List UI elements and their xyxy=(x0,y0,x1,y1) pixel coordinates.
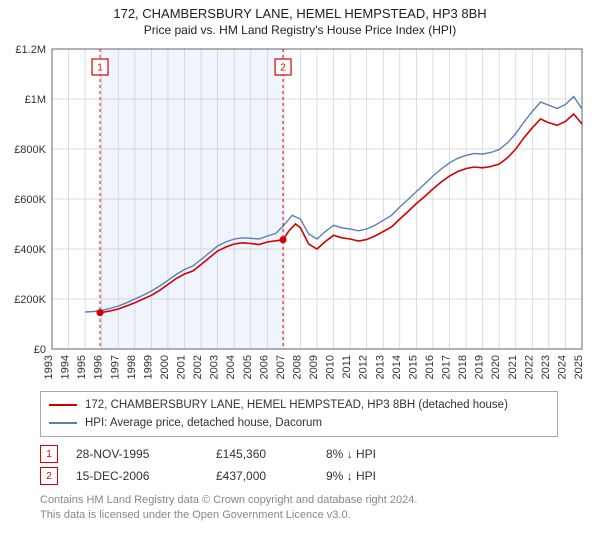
svg-text:2009: 2009 xyxy=(308,355,320,379)
svg-text:£200K: £200K xyxy=(14,294,46,306)
svg-text:1996: 1996 xyxy=(93,355,105,379)
svg-text:2017: 2017 xyxy=(441,355,453,379)
svg-text:2013: 2013 xyxy=(374,355,386,379)
legend-swatch xyxy=(49,404,77,406)
title-address: 172, CHAMBERSBURY LANE, HEMEL HEMPSTEAD,… xyxy=(0,6,600,21)
svg-text:1999: 1999 xyxy=(142,355,154,379)
svg-text:2011: 2011 xyxy=(341,355,353,379)
svg-text:2006: 2006 xyxy=(258,355,270,379)
legend: 172, CHAMBERSBURY LANE, HEMEL HEMPSTEAD,… xyxy=(40,391,558,437)
event-number-box: 1 xyxy=(40,445,58,463)
event-number-box: 2 xyxy=(40,467,58,485)
event-table: 1 28-NOV-1995£145,3608% ↓ HPI 2 15-DEC-2006… xyxy=(40,443,540,487)
svg-text:2008: 2008 xyxy=(291,355,303,379)
svg-text:2010: 2010 xyxy=(325,355,337,379)
svg-text:1994: 1994 xyxy=(60,355,72,379)
svg-text:2004: 2004 xyxy=(225,355,237,379)
svg-text:2019: 2019 xyxy=(474,355,486,379)
svg-text:2020: 2020 xyxy=(490,355,502,379)
svg-text:£400K: £400K xyxy=(14,244,46,256)
svg-text:2005: 2005 xyxy=(242,355,254,379)
svg-text:2025: 2025 xyxy=(573,355,585,379)
chart-container: £0 £200K £400K £600K £800K £1M £1.2M 1993 1994 19… xyxy=(10,43,590,383)
svg-text:£0: £0 xyxy=(34,344,46,356)
svg-text:2014: 2014 xyxy=(391,355,403,379)
line-chart: £0 £200K £400K £600K £800K £1M £1.2M 1993 1994 19… xyxy=(10,43,590,383)
svg-text:1997: 1997 xyxy=(109,355,121,379)
svg-text:2023: 2023 xyxy=(540,355,552,379)
svg-text:2007: 2007 xyxy=(275,355,287,379)
svg-text:2012: 2012 xyxy=(358,355,370,379)
chart-titles: 172, CHAMBERSBURY LANE, HEMEL HEMPSTEAD,… xyxy=(0,0,600,37)
svg-text:1: 1 xyxy=(97,63,103,74)
svg-text:2022: 2022 xyxy=(523,355,535,379)
svg-text:2015: 2015 xyxy=(407,355,419,379)
svg-text:2: 2 xyxy=(280,63,286,74)
svg-text:£1M: £1M xyxy=(25,94,46,106)
title-subtitle: Price paid vs. HM Land Registry's House … xyxy=(0,23,600,37)
event-price: £437,000 xyxy=(216,469,326,483)
svg-text:2016: 2016 xyxy=(424,355,436,379)
svg-text:£800K: £800K xyxy=(14,144,46,156)
svg-text:2021: 2021 xyxy=(507,355,519,379)
svg-text:2003: 2003 xyxy=(209,355,221,379)
legend-swatch xyxy=(49,422,77,424)
svg-text:1995: 1995 xyxy=(76,355,88,379)
legend-label: HPI: Average price, detached house, Daco… xyxy=(85,417,322,429)
event-row: 1 28-NOV-1995£145,3608% ↓ HPI xyxy=(40,443,540,465)
footer-line-2: This data is licensed under the Open Gov… xyxy=(40,508,560,523)
footer-line-1: Contains HM Land Registry data © Crown c… xyxy=(40,493,560,508)
event-delta: 9% ↓ HPI xyxy=(326,469,436,483)
event-date: 28-NOV-1995 xyxy=(76,447,216,461)
svg-text:1993: 1993 xyxy=(43,355,55,379)
legend-row: 172, CHAMBERSBURY LANE, HEMEL HEMPSTEAD,… xyxy=(49,396,549,414)
svg-text:2000: 2000 xyxy=(159,355,171,379)
svg-text:1998: 1998 xyxy=(126,355,138,379)
legend-label: 172, CHAMBERSBURY LANE, HEMEL HEMPSTEAD,… xyxy=(85,399,508,411)
svg-text:2024: 2024 xyxy=(556,355,568,379)
svg-text:2018: 2018 xyxy=(457,355,469,379)
footer: Contains HM Land Registry data © Crown c… xyxy=(40,493,560,523)
event-date: 15-DEC-2006 xyxy=(76,469,216,483)
svg-text:£600K: £600K xyxy=(14,194,46,206)
event-row: 2 15-DEC-2006£437,0009% ↓ HPI xyxy=(40,465,540,487)
event-delta: 8% ↓ HPI xyxy=(326,447,436,461)
svg-text:2002: 2002 xyxy=(192,355,204,379)
event-price: £145,360 xyxy=(216,447,326,461)
legend-row: HPI: Average price, detached house, Daco… xyxy=(49,414,549,432)
svg-text:£1.2M: £1.2M xyxy=(15,44,46,56)
svg-text:2001: 2001 xyxy=(176,355,188,379)
